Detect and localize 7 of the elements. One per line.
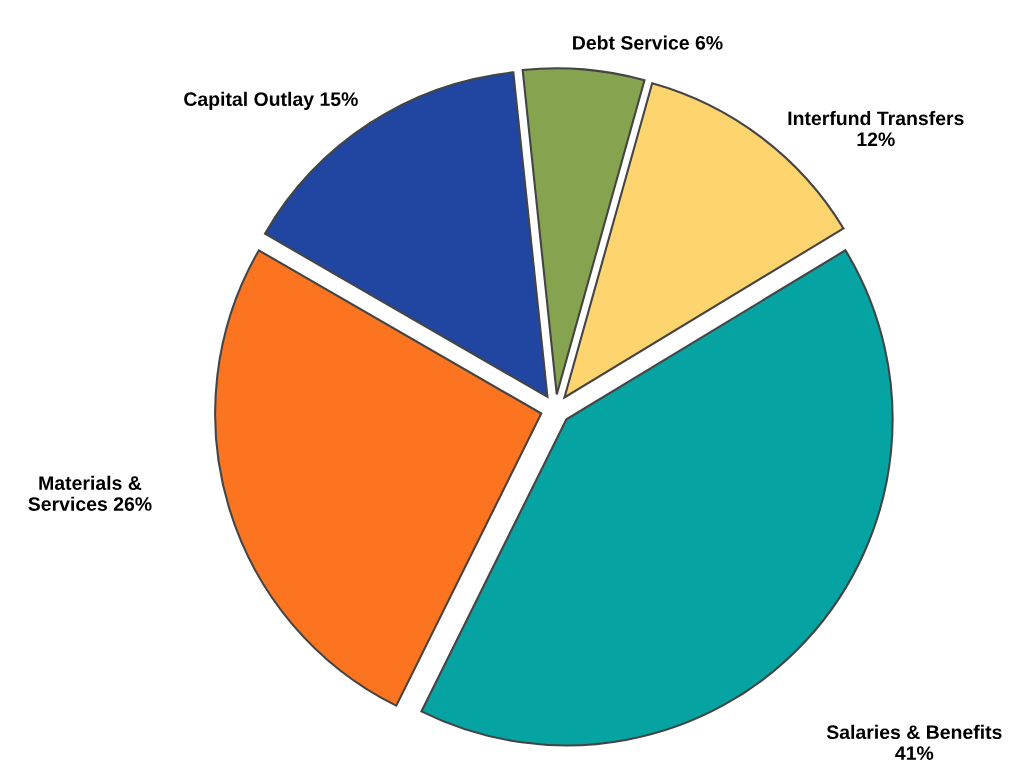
slice-label: Debt Service 6% [573,35,723,50]
slice-label: Capital Outlay 15% [184,91,358,110]
data-label: 41% [895,746,934,760]
slice-label: Interfund Transfers [788,110,964,126]
slice-label: Materials & Services 26% [28,475,152,511]
slice-label: Salaries & Benefits [826,724,1002,740]
data-label: 12% [857,132,895,147]
